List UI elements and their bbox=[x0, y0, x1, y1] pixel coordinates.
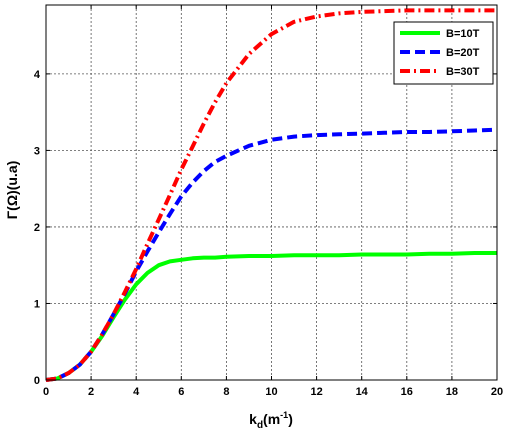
x-axis-label-close: ) bbox=[288, 411, 293, 427]
x-tick-label: 12 bbox=[310, 386, 322, 398]
x-axis-label-subscript: d bbox=[257, 420, 263, 431]
x-tick-label: 4 bbox=[133, 386, 140, 398]
x-axis-label: kd(m-1) bbox=[249, 410, 293, 431]
grid bbox=[46, 5, 497, 380]
legend-entry-label: B=10T bbox=[446, 28, 480, 40]
x-tick-label: 0 bbox=[43, 386, 49, 398]
y-tick-label: 2 bbox=[34, 222, 40, 234]
x-tick-label: 16 bbox=[401, 386, 413, 398]
x-axis-label-superscript: -1 bbox=[280, 410, 288, 420]
x-tick-label: 6 bbox=[178, 386, 184, 398]
series-line-b-30t bbox=[45, 8, 497, 382]
x-tick-label: 10 bbox=[265, 386, 277, 398]
x-axis-label-unit: (m bbox=[263, 411, 280, 427]
y-tick-label: 0 bbox=[34, 375, 40, 387]
y-tick-label: 1 bbox=[34, 298, 40, 310]
x-axis-label-main: k bbox=[249, 411, 257, 427]
y-tick-label: 3 bbox=[34, 145, 40, 157]
x-tick-label: 14 bbox=[356, 386, 369, 398]
series-lines bbox=[45, 8, 498, 382]
x-tick-label: 18 bbox=[446, 386, 458, 398]
y-tick-label: 4 bbox=[34, 69, 41, 81]
x-tick-label: 20 bbox=[491, 386, 503, 398]
y-axis-label: Γ(Ω)(u.a) bbox=[4, 161, 20, 220]
legend: B=10T B=20T B=30T bbox=[393, 21, 494, 85]
legend-entry-label: B=20T bbox=[446, 47, 480, 59]
legend-entry-label: B=30T bbox=[446, 66, 480, 78]
x-tick-label: 2 bbox=[88, 386, 94, 398]
x-tick-label: 8 bbox=[223, 386, 229, 398]
